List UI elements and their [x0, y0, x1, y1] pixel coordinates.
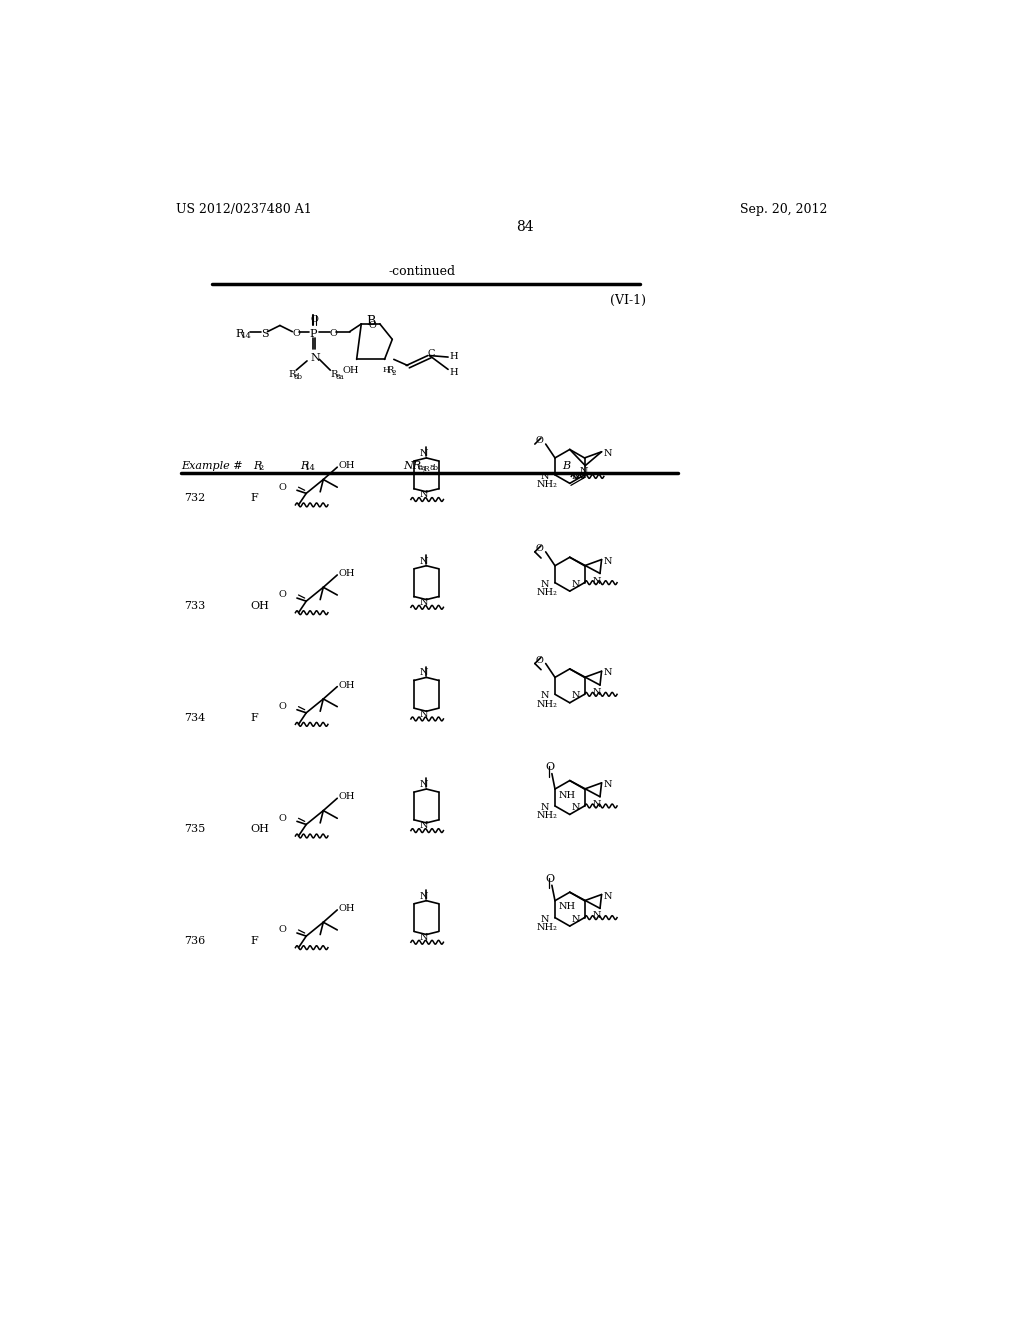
Text: R: R	[386, 366, 393, 375]
Text: OH: OH	[251, 601, 269, 611]
Text: OH: OH	[343, 366, 359, 375]
Text: C: C	[427, 350, 434, 358]
Text: N: N	[420, 491, 428, 499]
Text: 2: 2	[259, 465, 264, 473]
Text: O: O	[279, 814, 286, 822]
Text: O: O	[279, 925, 286, 935]
Text: N: N	[541, 915, 549, 924]
Text: N: N	[571, 579, 580, 589]
Text: 732: 732	[183, 494, 205, 503]
Text: N: N	[420, 780, 428, 789]
Text: 84: 84	[516, 220, 534, 234]
Text: N: N	[593, 911, 601, 920]
Text: N: N	[310, 354, 319, 363]
Text: OH: OH	[339, 569, 355, 578]
Text: OH: OH	[339, 792, 355, 801]
Text: (VI-1): (VI-1)	[610, 294, 646, 308]
Text: 8a: 8a	[336, 374, 344, 381]
Text: OH: OH	[339, 904, 355, 913]
Text: 736: 736	[183, 936, 205, 946]
Text: -continued: -continued	[389, 264, 456, 277]
Text: S: S	[261, 329, 269, 338]
Text: NH: NH	[558, 903, 575, 911]
Text: R: R	[300, 461, 308, 471]
Text: N: N	[420, 598, 428, 607]
Text: ,R: ,R	[423, 465, 431, 473]
Text: O: O	[279, 590, 286, 599]
Text: H: H	[450, 368, 459, 376]
Text: R: R	[254, 461, 262, 471]
Text: O: O	[292, 329, 300, 338]
Text: F: F	[251, 713, 258, 723]
Text: O: O	[279, 702, 286, 711]
Text: N: N	[420, 710, 428, 719]
Text: F: F	[251, 494, 258, 503]
Text: US 2012/0237480 A1: US 2012/0237480 A1	[176, 203, 311, 216]
Text: O: O	[279, 483, 286, 491]
Text: O: O	[546, 763, 555, 772]
Text: O: O	[536, 544, 544, 553]
Text: N: N	[603, 449, 611, 458]
Text: B: B	[562, 461, 570, 471]
Text: NH₂: NH₂	[537, 812, 557, 821]
Text: 14: 14	[305, 465, 316, 473]
Text: N: N	[571, 915, 580, 924]
Text: R: R	[234, 329, 244, 338]
Text: N: N	[603, 891, 611, 900]
Text: O: O	[310, 314, 318, 323]
Text: 8b: 8b	[429, 465, 438, 473]
Text: 2: 2	[391, 368, 396, 376]
Text: O: O	[330, 329, 337, 338]
Text: N: N	[593, 688, 601, 697]
Text: P: P	[309, 329, 316, 338]
Text: 733: 733	[183, 601, 205, 611]
Text: 14: 14	[241, 331, 252, 339]
Text: NR: NR	[403, 461, 421, 471]
Text: N: N	[420, 449, 428, 458]
Text: NH₂: NH₂	[537, 923, 557, 932]
Text: 734: 734	[183, 713, 205, 723]
Text: H: H	[450, 352, 459, 362]
Text: N: N	[571, 473, 580, 480]
Text: O: O	[546, 874, 555, 884]
Text: R: R	[289, 370, 296, 379]
Text: O: O	[369, 321, 376, 330]
Text: NH₂: NH₂	[537, 480, 557, 490]
Text: N: N	[541, 579, 549, 589]
Text: OH: OH	[251, 825, 269, 834]
Text: N: N	[580, 467, 588, 477]
Text: Sep. 20, 2012: Sep. 20, 2012	[740, 203, 827, 216]
Text: N: N	[420, 933, 428, 942]
Text: B: B	[367, 314, 376, 327]
Text: N: N	[593, 577, 601, 586]
Text: R: R	[331, 370, 338, 379]
Text: N: N	[420, 557, 428, 565]
Text: NH: NH	[558, 791, 575, 800]
Text: N: N	[603, 557, 611, 565]
Text: 8a: 8a	[417, 465, 426, 473]
Text: N: N	[571, 692, 580, 701]
Text: 735: 735	[183, 825, 205, 834]
Text: 8b: 8b	[294, 374, 303, 381]
Text: NH₂: NH₂	[537, 589, 557, 597]
Text: OH: OH	[339, 461, 355, 470]
Text: N: N	[603, 668, 611, 677]
Text: Example #: Example #	[180, 461, 243, 471]
Text: N: N	[541, 473, 549, 480]
Text: F: F	[251, 936, 258, 946]
Text: N: N	[571, 803, 580, 812]
Text: N: N	[541, 692, 549, 701]
Text: N: N	[593, 800, 601, 809]
Text: H: H	[383, 366, 390, 374]
Text: O: O	[536, 656, 544, 665]
Text: N: N	[541, 803, 549, 812]
Text: OH: OH	[339, 681, 355, 689]
Text: O: O	[536, 437, 544, 445]
Text: N: N	[420, 891, 428, 900]
Text: NH₂: NH₂	[537, 700, 557, 709]
Text: N: N	[420, 668, 428, 677]
Text: N: N	[420, 821, 428, 830]
Text: N: N	[603, 780, 611, 789]
